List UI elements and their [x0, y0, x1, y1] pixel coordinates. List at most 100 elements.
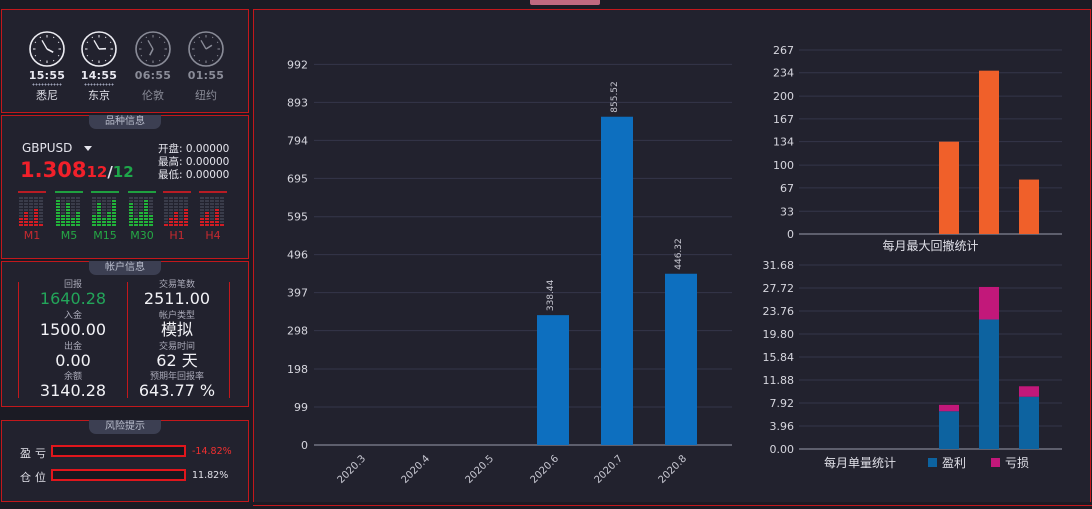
- y-tick-label: 19.80: [763, 328, 795, 341]
- clock-dots: [84, 83, 114, 86]
- price-part1: 12: [86, 163, 108, 181]
- high-label: 最高:: [158, 156, 183, 168]
- account-stat-value: 1500.00: [39, 320, 107, 339]
- pnl-value: -14.82%: [192, 446, 232, 457]
- account-stat-value: 模拟: [160, 320, 193, 339]
- high-value: 0.00000: [185, 156, 230, 168]
- y-tick-label: 7.92: [770, 397, 795, 410]
- x-tick-label: 2020.6: [529, 453, 562, 486]
- account-stat-value: 1640.28: [39, 289, 107, 308]
- legend-entry: 亏损: [1005, 456, 1029, 470]
- legend-swatch: [991, 458, 1000, 467]
- x-tick-label: 2020.4: [400, 453, 433, 486]
- y-tick-label: 11.88: [763, 374, 795, 387]
- x-tick-label: 2020.5: [464, 453, 497, 486]
- symbol-info-panel: 品种信息 GBPUSD 1.30812/12 开盘: 0.00000 最高: 0…: [1, 115, 249, 259]
- risk-title: 风险提示: [89, 420, 161, 434]
- pnl-label: 盈亏: [20, 447, 50, 460]
- pnl-bar: [51, 445, 186, 457]
- timeframe-h4[interactable]: H4: [199, 191, 227, 242]
- clock-time: 01:55: [187, 69, 225, 82]
- bar: [939, 141, 959, 234]
- account-stat-value: 3140.28: [39, 381, 107, 400]
- timeframe-label: M5: [60, 229, 78, 242]
- y-tick-label: 397: [287, 287, 308, 300]
- y-tick-label: 496: [287, 249, 308, 262]
- legend-swatch: [928, 458, 937, 467]
- y-tick-label: 695: [287, 172, 308, 185]
- timeframe-h1[interactable]: H1: [163, 191, 191, 242]
- y-tick-label: 0: [301, 439, 308, 452]
- account-stat: 交易时间 62 天: [126, 342, 228, 370]
- bar-segment: [979, 319, 999, 449]
- clock-3: 01:55 纽约: [186, 30, 226, 103]
- y-tick-label: 200: [773, 90, 794, 103]
- bar: [979, 70, 999, 234]
- top-window-tab[interactable]: [530, 0, 600, 5]
- clock-face-icon: [135, 31, 171, 67]
- position-bar: [51, 469, 186, 481]
- low-price: 最低: 0.00000: [158, 167, 229, 182]
- timeframe-m30[interactable]: M30: [128, 191, 156, 242]
- clock-face-icon: [188, 31, 224, 67]
- clock-time: 15:55: [28, 69, 66, 82]
- clock-face-icon: [81, 31, 117, 67]
- timeframe-m5[interactable]: M5: [55, 191, 83, 242]
- data-label: 855.52: [610, 81, 620, 113]
- divider: [18, 282, 19, 398]
- timeframe-m15[interactable]: M15: [91, 191, 119, 242]
- x-axis-title: 每月单量统计: [824, 455, 896, 470]
- clock-2: 06:55 伦敦: [133, 30, 173, 103]
- account-stat-label: 回报: [63, 280, 82, 290]
- account-stat: 帐户类型 模拟: [126, 311, 228, 339]
- timeframe-label: M15: [93, 229, 117, 242]
- symbol-selector[interactable]: GBPUSD: [22, 141, 73, 155]
- open-price: 开盘: 0.00000: [158, 141, 229, 156]
- timeframe-m1[interactable]: M1: [18, 191, 46, 242]
- y-tick-label: 267: [773, 44, 794, 57]
- price-main: 1.308: [20, 158, 87, 182]
- charts-canvas: 0 99 198 298 397 496 595 695 794 893 992 2020.3 2020…: [287, 44, 1062, 486]
- y-tick-label: 100: [773, 159, 794, 172]
- x-tick-label: 2020.3: [336, 453, 369, 486]
- risk-panel: 风险提示 盈亏 -14.82% 仓位 11.82%: [1, 420, 249, 502]
- account-stat-label: 出金: [63, 342, 82, 352]
- symbol-info-title: 品种信息: [89, 115, 161, 129]
- y-tick-label: 234: [773, 67, 794, 80]
- price-separator: /: [107, 163, 113, 181]
- account-info-title: 帐户信息: [89, 261, 161, 275]
- bar: [665, 273, 697, 445]
- account-stat-label: 余额: [63, 372, 82, 382]
- bar: [601, 116, 633, 445]
- clock-1: 14:55 东京: [79, 30, 119, 103]
- bar-segment: [979, 286, 999, 320]
- y-tick-label: 167: [773, 113, 794, 126]
- timeframe-label: H4: [205, 229, 221, 242]
- timeframe-label: M30: [130, 229, 154, 242]
- position-value: 11.82%: [192, 470, 229, 481]
- account-stat-value: 2511.00: [143, 289, 211, 308]
- legend-entry: 盈利: [942, 456, 966, 470]
- high-price: 最高: 0.00000: [158, 154, 229, 169]
- clock-city: 悉尼: [36, 89, 58, 102]
- chevron-down-icon[interactable]: [84, 146, 92, 151]
- account-stat: 出金 0.00: [20, 342, 126, 370]
- clock-city: 伦敦: [142, 89, 164, 102]
- open-label: 开盘:: [158, 143, 183, 155]
- bar: [537, 315, 569, 445]
- price-part2: 12: [112, 163, 134, 181]
- y-tick-label: 794: [287, 134, 308, 147]
- account-stat: 入金 1500.00: [20, 311, 126, 339]
- divider: [253, 505, 1092, 506]
- y-tick-label: 27.72: [763, 282, 795, 295]
- y-tick-label: 0.00: [770, 443, 795, 456]
- y-tick-label: 298: [287, 325, 308, 338]
- y-tick-label: 992: [287, 58, 308, 71]
- account-stat: 余额 3140.28: [20, 372, 126, 400]
- bar-segment: [1019, 396, 1039, 449]
- position-label: 仓位: [20, 471, 50, 484]
- account-stat-label: 帐户类型: [158, 311, 195, 321]
- bar-segment: [939, 411, 959, 449]
- y-tick-label: 99: [294, 401, 308, 414]
- clock-dots: [32, 83, 62, 86]
